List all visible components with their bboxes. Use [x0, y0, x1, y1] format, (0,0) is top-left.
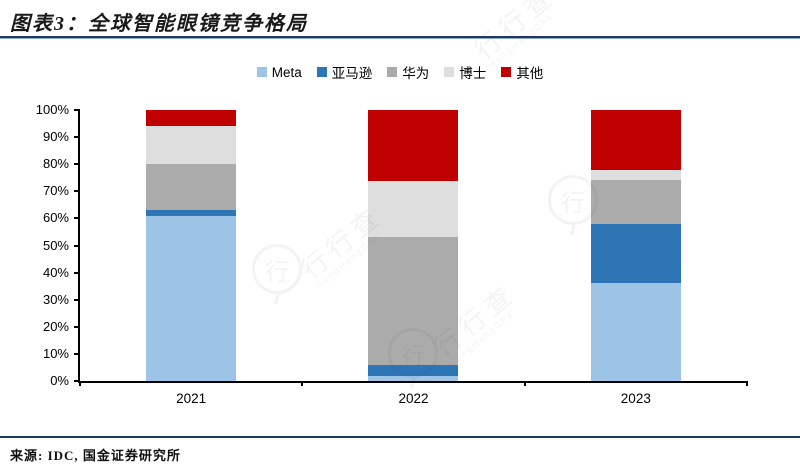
stacked-bar-2023 — [590, 110, 681, 381]
legend-item-其他: 其他 — [501, 62, 543, 82]
legend-swatch — [444, 67, 455, 77]
y-tick-label: 80% — [42, 156, 69, 172]
legend-item-Meta: Meta — [256, 64, 302, 80]
y-tick-label: 20% — [42, 318, 69, 334]
x-tick-label: 2022 — [398, 391, 429, 406]
y-tick-mark — [74, 190, 80, 193]
legend-item-博士: 博士 — [444, 62, 486, 82]
legend-label: 亚马逊 — [331, 66, 373, 81]
footer-divider — [0, 436, 800, 438]
y-tick-mark — [74, 352, 80, 355]
x-tick-mark — [523, 381, 526, 386]
y-tick-label: 70% — [42, 183, 69, 199]
legend-swatch — [387, 67, 398, 77]
bar-segment-博士 — [590, 169, 681, 181]
y-tick-mark — [74, 380, 80, 382]
bar-segment-Meta — [368, 375, 459, 381]
bar-segment-其他 — [146, 110, 237, 127]
legend-swatch — [501, 67, 512, 77]
x-tick-mark — [746, 381, 748, 386]
bar-segment-亚马逊 — [590, 223, 681, 284]
legend-swatch — [256, 67, 267, 77]
y-tick-mark — [74, 136, 80, 139]
bar-segment-博士 — [368, 180, 459, 238]
page-title: 图表3：全球智能眼镜竞争格局 — [10, 13, 308, 35]
y-tick-label: 0% — [50, 373, 69, 388]
y-tick-mark — [74, 271, 80, 274]
bar-segment-博士 — [146, 126, 237, 165]
legend-swatch — [316, 67, 327, 77]
bar-segment-其他 — [368, 110, 459, 181]
stacked-bar-2021 — [146, 110, 237, 381]
legend-label: 华为 — [402, 66, 430, 81]
category-column — [80, 110, 302, 381]
bar-segment-其他 — [590, 110, 681, 170]
y-tick-mark — [74, 109, 80, 111]
bar-segment-Meta — [590, 283, 681, 381]
category-column — [302, 110, 524, 381]
legend: Meta 亚马逊 华为 博士 其他 — [0, 62, 800, 82]
stacked-bar-2022 — [368, 110, 459, 381]
y-tick-label: 10% — [42, 345, 69, 361]
legend-label: Meta — [271, 64, 302, 80]
legend-item-华为: 华为 — [387, 62, 429, 82]
title-divider — [0, 36, 800, 39]
bar-segment-华为 — [146, 164, 237, 211]
y-tick-label: 60% — [42, 210, 69, 226]
y-tick-label: 50% — [42, 237, 69, 253]
x-tick-label: 2023 — [620, 391, 651, 406]
y-tick-label: 100% — [35, 102, 69, 117]
plot-area: 0% 10% 20% 30% 40% 50% 60% 70% 80% 90% 100% 2021 202… — [36, 102, 748, 406]
legend-item-亚马逊: 亚马逊 — [316, 62, 373, 82]
y-tick-mark — [74, 325, 80, 328]
y-tick-mark — [74, 244, 80, 247]
bar-segment-Meta — [146, 215, 237, 381]
bar-segment-亚马逊 — [146, 210, 237, 216]
category-column — [525, 110, 747, 381]
y-tick-label: 30% — [42, 291, 69, 307]
y-tick-label: 40% — [42, 264, 69, 280]
x-tick-mark — [79, 381, 81, 386]
y-tick-mark — [74, 298, 80, 301]
y-tick-mark — [74, 163, 80, 166]
source-note: 来源: IDC, 国金证券研究所 — [10, 448, 181, 463]
y-tick-label: 90% — [42, 129, 69, 145]
bar-segment-华为 — [590, 180, 681, 224]
bar-segment-华为 — [368, 237, 459, 365]
bar-segment-亚马逊 — [368, 364, 459, 376]
x-tick-mark — [301, 381, 304, 386]
y-tick-mark — [74, 217, 80, 220]
legend-label: 博士 — [459, 66, 487, 81]
legend-label: 其他 — [516, 66, 544, 81]
x-tick-label: 2021 — [176, 391, 207, 406]
